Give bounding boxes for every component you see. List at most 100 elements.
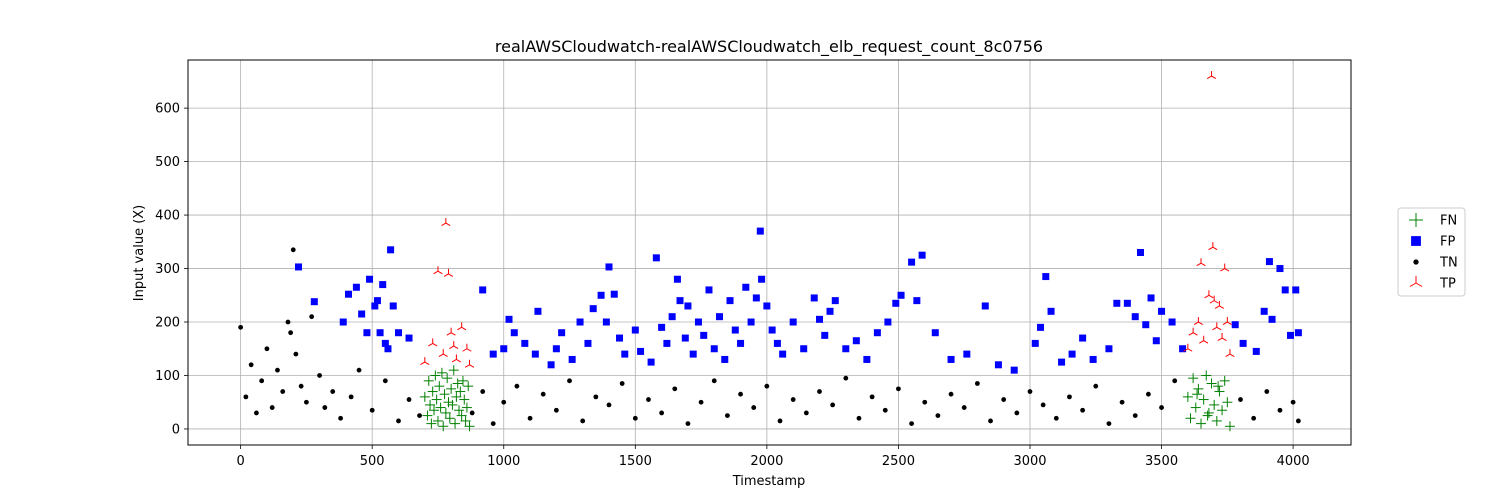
fp-point [295, 263, 303, 271]
fp-point [479, 286, 487, 294]
tn-point [698, 399, 704, 405]
tn-point [338, 415, 344, 421]
fp-point [768, 326, 776, 334]
fn-point [463, 381, 474, 392]
fp-point [1068, 350, 1076, 358]
tn-point [803, 410, 809, 416]
fp-point [552, 345, 560, 353]
tn-point [1080, 407, 1086, 413]
tn-point [275, 367, 280, 373]
fn-point [1190, 402, 1201, 413]
fp-point [810, 294, 818, 302]
fp-point [779, 350, 787, 358]
tn-point [1119, 399, 1125, 405]
series-tp [420, 71, 1235, 368]
tn-point [567, 378, 572, 384]
tn-point [285, 319, 291, 325]
fn-point [460, 415, 471, 426]
tn-point [1067, 394, 1072, 400]
fp-point [863, 355, 871, 363]
fn-point [1211, 415, 1222, 426]
fp-point [658, 323, 666, 331]
fn-point [455, 386, 466, 397]
fp-point [1058, 358, 1066, 366]
tn-point [290, 247, 296, 253]
fn-point [454, 405, 465, 416]
tn-point [406, 397, 412, 402]
fp-point [1179, 345, 1187, 353]
y-tick-label: 600 [155, 102, 180, 117]
fp-point [631, 326, 639, 334]
tn-point [1053, 415, 1059, 421]
fp-point [700, 331, 708, 339]
tn-point [1106, 421, 1112, 427]
fn-point [432, 415, 443, 426]
fp-point [394, 329, 402, 337]
tp-point [1199, 335, 1209, 344]
tp-point [1209, 295, 1219, 304]
fn-point [1188, 373, 1199, 384]
tn-point [922, 399, 928, 405]
fn-point [451, 391, 462, 402]
fn-point [1206, 378, 1217, 389]
fp-point [1105, 345, 1113, 353]
fp-point [1131, 313, 1139, 321]
tn-point [1290, 399, 1296, 405]
fn-point [425, 399, 436, 410]
fp-point [489, 350, 497, 358]
plot-frame [187, 59, 1352, 446]
fp-point [756, 227, 764, 235]
y-tick-label: 200 [155, 316, 180, 331]
y-axis-title: Input value (X) [132, 205, 147, 301]
fn-point [447, 399, 458, 410]
fp-point [913, 297, 921, 305]
tp-point [464, 359, 475, 368]
fn-point [1192, 389, 1203, 400]
tn-point [1001, 397, 1007, 402]
fp-point [931, 329, 939, 337]
tp-point [1193, 317, 1203, 325]
legend-marker-fn [1409, 213, 1423, 227]
x-tick-label: 3500 [1145, 454, 1178, 469]
tn-point [856, 415, 862, 421]
fp-point [763, 302, 771, 310]
fn-point [439, 389, 450, 400]
tp-point [433, 266, 443, 275]
x-tick-label: 2000 [750, 454, 783, 469]
fp-point [705, 286, 713, 294]
fn-point [1198, 394, 1209, 405]
x-axis: 0 500 1000 1500 2000 2500 3000 3500 4000 [236, 445, 1310, 469]
tn-point [961, 405, 967, 410]
fp-point [647, 358, 655, 366]
tn-point [725, 413, 730, 418]
series-fn [419, 365, 1235, 432]
data-points [238, 71, 1302, 432]
tn-point [751, 405, 757, 410]
fp-point [710, 345, 718, 353]
tn-point [1093, 383, 1099, 389]
fp-point [376, 329, 384, 337]
tn-point [646, 397, 651, 402]
tn-point [896, 386, 901, 392]
y-axis: 0 100 200 300 400 500 600 [155, 102, 188, 437]
fn-point [1203, 407, 1214, 418]
fn-point [1213, 381, 1224, 392]
fp-point [589, 305, 597, 313]
fp-point [663, 339, 671, 347]
fp-point [994, 361, 1002, 369]
grid-lines [188, 60, 1351, 445]
fp-point [668, 313, 676, 321]
tn-point [764, 383, 770, 389]
fp-point [621, 350, 629, 358]
fp-point [500, 345, 508, 353]
tn-point [593, 394, 599, 400]
tp-point [1222, 317, 1232, 325]
fn-point [450, 418, 461, 429]
fn-point [442, 373, 453, 384]
fp-point [597, 291, 605, 299]
y-tick-label: 500 [155, 155, 180, 170]
tn-point [322, 405, 328, 410]
fp-point [1147, 294, 1155, 302]
tn-point [1159, 405, 1164, 410]
